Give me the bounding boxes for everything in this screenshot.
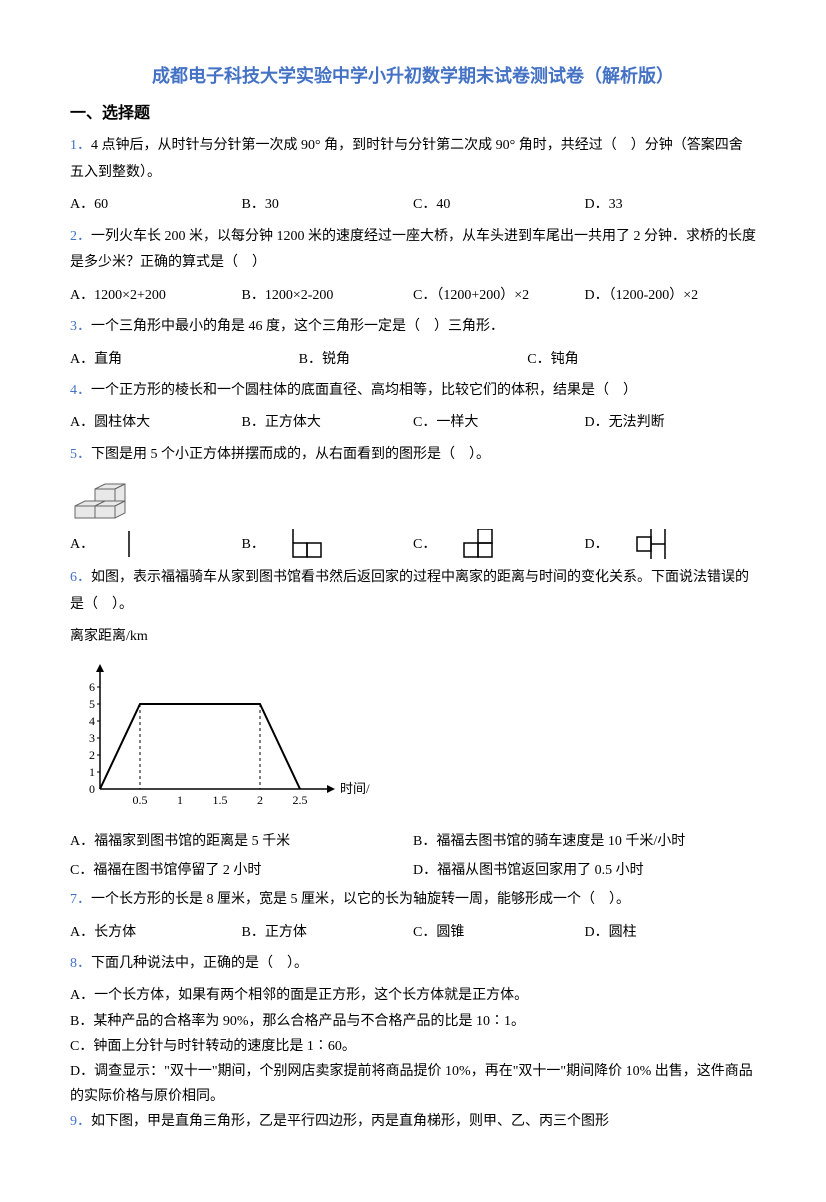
section-header: 一、选择题 <box>70 100 756 129</box>
q2-text: 一列火车长 200 米，以每分钟 1200 米的速度经过一座大桥，从车头进到车尾… <box>70 229 756 271</box>
q5-optD: D． <box>585 529 757 559</box>
q5-optA: A． <box>70 529 242 559</box>
q5-text: 下图是用 5 个小正方体拼摆而成的，从右面看到的图形是（ ）。 <box>91 447 490 462</box>
q2-optD: D．（1200-200）×2 <box>585 283 757 308</box>
q7-options: A．长方体 B．正方体 C．圆锥 D．圆柱 <box>70 920 756 945</box>
q1-options: A．60 B．30 C．40 D．33 <box>70 192 756 217</box>
q7-optD: D．圆柱 <box>585 920 757 945</box>
q8-num: 8． <box>70 956 91 971</box>
question-4: 4．一个正方形的棱长和一个圆柱体的底面直径、高均相等，比较它们的体积，结果是（ … <box>70 378 756 405</box>
q8-options: A．一个长方体，如果有两个相邻的面是正方形，这个长方体就是正方体。 B．某种产品… <box>70 983 756 1109</box>
q7-optA: A．长方体 <box>70 920 242 945</box>
q4-optC: C．一样大 <box>413 410 585 435</box>
q6-options: A．福福家到图书馆的距离是 5 千米 B．福福去图书馆的骑车速度是 10 千米/… <box>70 829 756 887</box>
svg-text:2.5: 2.5 <box>293 793 308 807</box>
svg-text:1.5: 1.5 <box>213 793 228 807</box>
q3-text: 一个三角形中最小的角是 46 度，这个三角形一定是（ ）三角形． <box>91 319 504 334</box>
q1-optD: D．33 <box>585 192 757 217</box>
q8-text: 下面几种说法中，正确的是（ ）。 <box>91 956 308 971</box>
svg-text:0.5: 0.5 <box>133 793 148 807</box>
q7-optB: B．正方体 <box>242 920 414 945</box>
q2-optC: C．（1200+200）×2 <box>413 283 585 308</box>
q2-num: 2． <box>70 229 91 244</box>
svg-text:2: 2 <box>257 793 263 807</box>
q2-optB: B．1200×2-200 <box>242 283 414 308</box>
q4-options: A．圆柱体大 B．正方体大 C．一样大 D．无法判断 <box>70 410 756 435</box>
q3-options: A．直角 B．锐角 C．钝角 <box>70 347 756 372</box>
q9-num: 9． <box>70 1114 91 1129</box>
q7-num: 7． <box>70 892 91 907</box>
question-1: 1．4 点钟后，从时针与分针第一次成 90° 角，到时针与分针第二次成 90° … <box>70 133 756 186</box>
page-title: 成都电子科技大学实验中学小升初数学期末试卷测试卷（解析版） <box>70 60 756 92</box>
q1-optA: A．60 <box>70 192 242 217</box>
question-7: 7．一个长方形的长是 8 厘米，宽是 5 厘米，以它的长为轴旋转一周，能够形成一… <box>70 887 756 914</box>
q5-optC: C． <box>413 529 585 559</box>
question-9: 9．如下图，甲是直角三角形，乙是平行四边形，丙是直角梯形，则甲、乙、丙三个图形 <box>70 1109 756 1136</box>
q6-num: 6． <box>70 570 91 585</box>
q5-num: 5． <box>70 447 91 462</box>
shape-c-icon <box>456 529 506 559</box>
svg-text:1: 1 <box>89 765 95 779</box>
q6-optA: A．福福家到图书馆的距离是 5 千米 <box>70 829 413 854</box>
shape-d-icon <box>629 529 679 559</box>
q3-optB: B．锐角 <box>299 347 528 372</box>
svg-text:5: 5 <box>89 697 95 711</box>
q2-optA: A．1200×2+200 <box>70 283 242 308</box>
q5-optC-label: C． <box>413 532 436 557</box>
q1-text: 4 点钟后，从时针与分针第一次成 90° 角，到时针与分针第二次成 90° 角时… <box>70 138 743 180</box>
shape-a-icon <box>114 529 144 559</box>
shape-b-icon <box>285 529 335 559</box>
q8-optB: B．某种产品的合格率为 90%，那么合格产品与不合格产品的比是 10∶1。 <box>70 1009 756 1034</box>
svg-text:3: 3 <box>89 731 95 745</box>
q5-optB-label: B． <box>242 532 265 557</box>
q8-optC: C．钟面上分针与时针转动的速度比是 1∶60。 <box>70 1034 756 1059</box>
question-2: 2．一列火车长 200 米，以每分钟 1200 米的速度经过一座大桥，从车头进到… <box>70 224 756 277</box>
q8-optA: A．一个长方体，如果有两个相邻的面是正方形，这个长方体就是正方体。 <box>70 983 756 1008</box>
q9-text: 如下图，甲是直角三角形，乙是平行四边形，丙是直角梯形，则甲、乙、丙三个图形 <box>91 1114 609 1129</box>
q3-num: 3． <box>70 319 91 334</box>
q3-optA: A．直角 <box>70 347 299 372</box>
q4-optB: B．正方体大 <box>242 410 414 435</box>
svg-text:4: 4 <box>89 714 95 728</box>
q6-optB: B．福福去图书馆的骑车速度是 10 千米/小时 <box>413 829 756 854</box>
line-chart-icon: 0 1 2 3 4 5 6 0.5 1 1.5 2 2.5 时间/时 <box>70 659 370 809</box>
q3-optC: C．钝角 <box>527 347 756 372</box>
q4-optD: D．无法判断 <box>585 410 757 435</box>
q5-optD-label: D． <box>585 532 609 557</box>
svg-text:1: 1 <box>177 793 183 807</box>
svg-text:0: 0 <box>89 782 95 796</box>
question-3: 3．一个三角形中最小的角是 46 度，这个三角形一定是（ ）三角形． <box>70 314 756 341</box>
q1-optC: C．40 <box>413 192 585 217</box>
q7-optC: C．圆锥 <box>413 920 585 945</box>
q5-cube-figure <box>70 476 756 521</box>
svg-text:6: 6 <box>89 680 95 694</box>
q4-optA: A．圆柱体大 <box>70 410 242 435</box>
chart-y-label: 离家距离/km <box>70 624 756 649</box>
q6-optD: D．福福从图书馆返回家用了 0.5 小时 <box>413 858 756 883</box>
chart-x-label: 时间/时 <box>340 781 370 796</box>
question-5: 5．下图是用 5 个小正方体拼摆而成的，从右面看到的图形是（ ）。 <box>70 442 756 469</box>
cube-3d-icon <box>70 476 140 521</box>
q7-text: 一个长方形的长是 8 厘米，宽是 5 厘米，以它的长为轴旋转一周，能够形成一个（… <box>91 892 630 907</box>
q4-num: 4． <box>70 383 91 398</box>
q5-optB: B． <box>242 529 414 559</box>
q8-optD: D．调查显示："双十一"期间，个别网店卖家提前将商品提价 10%，再在"双十一"… <box>70 1059 756 1109</box>
q1-optB: B．30 <box>242 192 414 217</box>
q1-num: 1． <box>70 138 91 153</box>
q6-text: 如图，表示福福骑车从家到图书馆看书然后返回家的过程中离家的距离与时间的变化关系。… <box>70 570 749 612</box>
question-8: 8．下面几种说法中，正确的是（ ）。 <box>70 951 756 978</box>
q6-chart: 0 1 2 3 4 5 6 0.5 1 1.5 2 2.5 时间/时 <box>70 659 756 818</box>
q5-optA-label: A． <box>70 532 94 557</box>
q6-optC: C．福福在图书馆停留了 2 小时 <box>70 858 413 883</box>
question-6: 6．如图，表示福福骑车从家到图书馆看书然后返回家的过程中离家的距离与时间的变化关… <box>70 565 756 618</box>
q2-options: A．1200×2+200 B．1200×2-200 C．（1200+200）×2… <box>70 283 756 308</box>
q5-options: A． B． C． D． <box>70 529 756 559</box>
svg-text:2: 2 <box>89 748 95 762</box>
q4-text: 一个正方形的棱长和一个圆柱体的底面直径、高均相等，比较它们的体积，结果是（ ） <box>91 383 637 398</box>
